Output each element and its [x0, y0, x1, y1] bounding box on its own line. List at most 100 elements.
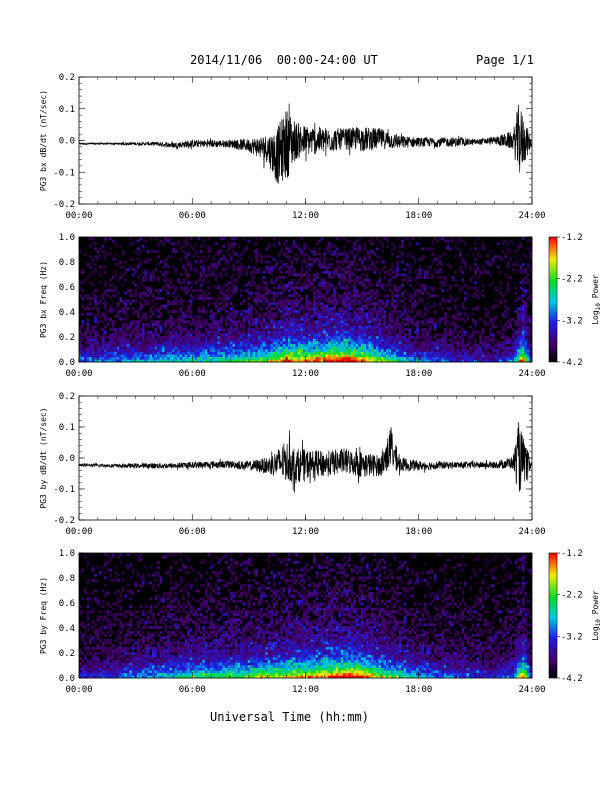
- spectrogram-cell: [363, 351, 367, 355]
- spectrogram-cell: [368, 315, 372, 319]
- spectrogram-cell: [494, 315, 498, 319]
- spectrogram-cell: [207, 268, 211, 272]
- spectrogram-cell: [240, 265, 243, 269]
- spectrogram-cell: [89, 296, 92, 300]
- spectrogram-cell: [431, 346, 435, 350]
- spectrogram-cell: [403, 341, 407, 345]
- spectrogram-cell: [348, 343, 352, 347]
- spectrogram-cell: [461, 257, 465, 261]
- spectrogram-cell: [365, 356, 369, 360]
- spectrogram-cell: [355, 343, 359, 347]
- spectrogram-cell: [230, 356, 233, 360]
- spectrogram-cell: [335, 299, 339, 303]
- spectrogram-cell: [413, 351, 417, 355]
- spectrogram-cell: [328, 359, 331, 363]
- spectrogram-cell: [204, 294, 208, 298]
- spectrogram-cell: [245, 317, 248, 321]
- spectrogram-cell: [318, 333, 321, 337]
- spectrogram-cell: [295, 257, 299, 261]
- spectrogram-cell: [252, 354, 256, 358]
- spectrogram-cell: [360, 260, 364, 264]
- spectrogram-cell: [270, 268, 274, 272]
- spectrogram-cell: [353, 309, 357, 313]
- spectrogram-cell: [368, 309, 372, 313]
- spectrogram-cell: [348, 315, 352, 319]
- spectrogram-cell: [104, 250, 107, 253]
- spectrogram-cell: [428, 359, 432, 363]
- spectrogram-cell: [139, 237, 143, 240]
- spectrogram-cell: [416, 281, 420, 285]
- spectrogram-cell: [219, 335, 223, 339]
- spectrogram-cell: [212, 356, 216, 360]
- spectrogram-cell: [149, 359, 153, 363]
- spectrogram-cell: [292, 273, 296, 277]
- spectrogram-cell: [459, 359, 462, 363]
- spectrogram-cell: [275, 351, 279, 355]
- spectrogram-cell: [84, 252, 87, 256]
- spectrogram-cell: [496, 351, 500, 355]
- spectrogram-cell: [184, 328, 188, 332]
- spectrogram-cell: [149, 333, 153, 337]
- spectrogram-cell: [353, 260, 357, 264]
- spectrogram-cell: [360, 333, 364, 337]
- spectrogram-cell: [212, 335, 216, 339]
- spectrogram-cell: [496, 348, 500, 352]
- spectrogram-cell: [232, 286, 236, 290]
- spectrogram-cell: [290, 281, 294, 285]
- spectrogram-cell: [295, 317, 299, 321]
- spectrogram-cell: [297, 247, 301, 251]
- spectrogram-cell: [431, 356, 435, 360]
- spectrogram-cell: [345, 283, 349, 287]
- spectrogram-cell: [323, 281, 326, 285]
- spectrogram-cell: [308, 278, 311, 282]
- spectrogram-cell: [237, 320, 241, 324]
- spectrogram-cell: [217, 309, 221, 313]
- spectrogram-cell: [232, 273, 236, 277]
- spectrogram-cell: [94, 320, 97, 324]
- spectrogram-cell: [308, 299, 311, 303]
- spectrogram-cell: [350, 270, 354, 274]
- spectrogram-cell: [277, 302, 281, 305]
- spectrogram-cell: [224, 317, 228, 321]
- spectrogram-cell: [204, 359, 208, 363]
- y-tick-label: 0.8: [59, 258, 75, 268]
- spectrogram-cell: [308, 317, 311, 321]
- spectrogram-cell: [265, 247, 269, 251]
- spectrogram-cell: [194, 351, 198, 355]
- spectrogram-cell: [204, 320, 208, 324]
- spectrogram-cell: [343, 315, 347, 319]
- spectrogram-cell: [408, 244, 412, 248]
- spectrogram-cell: [277, 239, 281, 243]
- spectrogram-cell: [144, 335, 148, 339]
- spectrogram-cell: [149, 341, 153, 345]
- spectrogram-cell: [345, 351, 349, 355]
- spectrogram-cell: [476, 348, 480, 352]
- spectrogram-cell: [358, 346, 362, 350]
- spectrogram-cell: [378, 333, 382, 337]
- spectrogram-cell: [355, 351, 359, 355]
- spectrogram-cell: [119, 333, 123, 337]
- spectrogram-cell: [418, 283, 422, 287]
- spectrogram-cell: [343, 294, 347, 298]
- spectrogram-cell: [516, 354, 520, 358]
- spectrogram-cell: [270, 281, 274, 285]
- spectrogram-cell: [348, 299, 352, 303]
- spectrogram-cell: [428, 265, 432, 269]
- spectrogram-cell: [151, 346, 155, 350]
- spectrogram-cell: [474, 268, 477, 272]
- spectrogram-cell: [461, 260, 465, 264]
- spectrogram-cell: [373, 265, 377, 269]
- spectrogram-cell: [197, 354, 201, 358]
- spectrogram-cell: [355, 333, 359, 337]
- spectrogram-cell: [285, 356, 289, 360]
- spectrogram-cell: [197, 330, 201, 334]
- spectrogram-cell: [267, 312, 271, 316]
- spectrogram-cell: [235, 322, 238, 326]
- spectrogram-cell: [154, 322, 158, 326]
- spectrogram-cell: [119, 309, 123, 313]
- spectrogram-cell: [217, 359, 221, 363]
- spectrogram-cell: [106, 351, 110, 355]
- spectrogram-cell: [89, 237, 92, 240]
- spectrogram-cell: [252, 307, 256, 311]
- spectrogram-cell: [484, 351, 487, 355]
